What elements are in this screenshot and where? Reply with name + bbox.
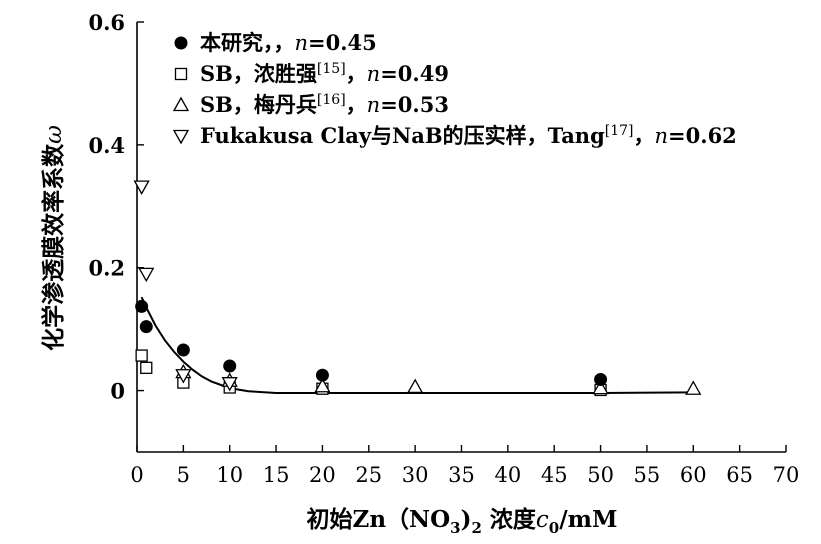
legend-entry: 本研究，，n=0.45 bbox=[200, 30, 377, 55]
legend-marker-filled-circle bbox=[174, 36, 188, 50]
legend-entry: Fukakusa Clay与NaB的压实样，Tang[17]，n=0.62 bbox=[200, 123, 737, 148]
legend: 本研究，，n=0.45SB，浓胜强[15]，n=0.49SB，梅丹兵[16]，n… bbox=[172, 30, 737, 148]
legend-n-value: =0.53 bbox=[380, 92, 449, 117]
data-point-open-triangle-down bbox=[133, 180, 150, 195]
x-tick-label: 60 bbox=[680, 463, 707, 487]
y-label-text: 化学渗透膜效率系数 bbox=[40, 143, 67, 351]
data-point-open-square bbox=[135, 349, 148, 362]
x-tick-label: 0 bbox=[130, 463, 143, 487]
legend-entry-label: SB，浓胜强 bbox=[200, 61, 317, 86]
data-point-open-triangle-down bbox=[221, 377, 238, 392]
data-point-filled-circle bbox=[594, 373, 608, 387]
x-tick-label: 55 bbox=[634, 463, 661, 487]
data-point-open-square bbox=[140, 361, 153, 374]
legend-separator: ， bbox=[274, 30, 295, 55]
x-axis-label: 初始Zn（NO3)2 浓度c0/mM bbox=[307, 506, 618, 537]
legend-marker-open-triangle-down bbox=[172, 129, 190, 145]
x-tick-label: 10 bbox=[216, 463, 243, 487]
legend-entry-label: Fukakusa Clay与NaB的压实样，Tang bbox=[200, 123, 605, 148]
legend-entry: SB，梅丹兵[16]，n=0.53 bbox=[200, 92, 449, 117]
data-point-filled-circle bbox=[223, 359, 237, 373]
y-tick-label: 0 bbox=[110, 379, 125, 404]
x-label-text: 初始Zn（NO bbox=[307, 506, 451, 533]
y-label-variable: ω bbox=[41, 125, 67, 144]
x-label-text: /mM bbox=[559, 506, 617, 533]
legend-n-symbol: n bbox=[295, 31, 309, 55]
y-tick-label: 0.4 bbox=[88, 133, 125, 158]
legend-entry: SB，浓胜强[15]，n=0.49 bbox=[200, 61, 449, 86]
x-tick-label: 50 bbox=[587, 463, 614, 487]
data-points bbox=[133, 180, 702, 397]
legend-entry-label: SB，梅丹兵 bbox=[200, 92, 317, 117]
data-point-open-triangle-up bbox=[685, 380, 702, 395]
legend-n-symbol: n bbox=[367, 93, 381, 117]
legend-reference: [16] bbox=[317, 92, 346, 108]
data-point-filled-circle bbox=[315, 368, 329, 382]
legend-n-symbol: n bbox=[655, 124, 669, 148]
legend-reference: [15] bbox=[317, 61, 346, 77]
fit-curve-group bbox=[140, 296, 694, 394]
legend-entry-label: 本研究， bbox=[200, 30, 274, 55]
legend-separator: ， bbox=[346, 92, 367, 117]
x-tick-label: 45 bbox=[541, 463, 568, 487]
legend-n-value: =0.49 bbox=[380, 61, 449, 86]
data-point-open-triangle-up bbox=[314, 377, 331, 393]
data-point-filled-circle bbox=[139, 320, 153, 334]
data-point-filled-circle bbox=[176, 343, 190, 357]
legend-marker-open-square bbox=[174, 67, 188, 81]
x-tick-label: 40 bbox=[494, 463, 521, 487]
x-tick-label: 20 bbox=[309, 463, 336, 487]
x-label-text: ) bbox=[461, 506, 472, 533]
data-point-open-triangle-down bbox=[175, 369, 192, 384]
legend-separator: ， bbox=[346, 61, 367, 86]
legend-n-value: =0.62 bbox=[668, 123, 737, 148]
data-point-open-triangle-down bbox=[138, 267, 155, 283]
y-axis-label: 化学渗透膜效率系数ω bbox=[40, 125, 67, 351]
axes: 0 5 10 15 20 25 30 35 40 45 50 55 60 65 70 0.6 0.4 0.2 0 bbox=[88, 10, 799, 487]
x-tick-label: 35 bbox=[448, 463, 475, 487]
x-label-subscript: 0 bbox=[549, 519, 559, 537]
y-tick-label: 0.6 bbox=[88, 10, 125, 35]
legend-separator: ， bbox=[634, 123, 655, 148]
x-tick-label: 30 bbox=[402, 463, 429, 487]
y-tick-label: 0.2 bbox=[88, 256, 125, 281]
x-label-variable: c bbox=[536, 507, 549, 533]
x-tick-label: 15 bbox=[263, 463, 290, 487]
x-tick-label: 25 bbox=[355, 463, 382, 487]
x-tick-label: 5 bbox=[177, 463, 190, 487]
data-point-open-triangle-up bbox=[407, 378, 424, 394]
x-label-subscript: 2 bbox=[471, 519, 481, 537]
fit-curve bbox=[140, 296, 694, 394]
x-label-text: 浓度 bbox=[482, 506, 537, 533]
data-point-filled-circle bbox=[135, 299, 149, 313]
legend-reference: [17] bbox=[605, 123, 634, 139]
data-point-open-triangle-up bbox=[592, 379, 609, 395]
x-tick-label: 70 bbox=[773, 463, 800, 487]
x-tick-label: 65 bbox=[726, 463, 753, 487]
legend-n-symbol: n bbox=[367, 62, 381, 86]
legend-n-value: =0.45 bbox=[308, 30, 377, 55]
x-label-subscript: 3 bbox=[450, 519, 460, 537]
legend-marker-open-triangle-up bbox=[172, 96, 190, 112]
